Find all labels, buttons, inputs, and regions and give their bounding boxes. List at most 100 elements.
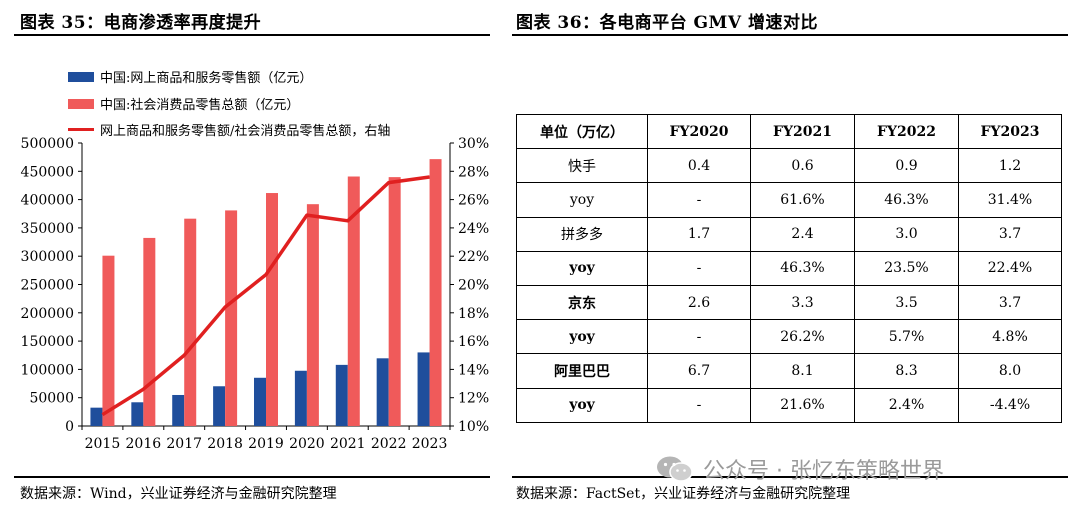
right-axis-tick-label: 30% [458,136,489,152]
left-panel-title: 图表 35：电商渗透率再度提升 [20,13,262,33]
table-cell: 2.4 [750,216,855,252]
bar-online-retail [172,394,185,426]
x-axis-tick-label: 2015 [85,436,121,452]
table-row-label: yoy [516,250,648,286]
right-axis-tick-label: 18% [458,306,489,322]
right-source-rule [512,476,1068,478]
left-axis-tick-label: 100000 [21,362,74,378]
bar-total-retail [143,237,156,426]
table-cell: 26.2% [750,319,855,355]
left-source-rule [14,476,490,478]
wechat-icon [657,456,693,482]
left-axis-tick-label: 200000 [21,306,74,322]
right-axis-tick-label: 28% [458,164,489,180]
table-cell: 0.6 [750,148,855,184]
table-row: yoy -26.2% 5.7% 4.8% [516,319,1062,355]
table-row-label: yoy [516,319,648,355]
table-row-label: yoy [516,182,648,218]
table-row-label: yoy [516,387,648,423]
table-row-label: 京东 [516,284,648,321]
left-axis-tick-label: 350000 [21,221,74,237]
x-axis-tick-label: 2022 [371,436,407,452]
table-cell: 22.4% [958,250,1062,286]
table-cell: 61.6% [750,182,855,218]
table-cell: - [647,387,751,423]
bar-online-retail [335,364,348,426]
left-axis-tick-label: 0 [65,419,74,435]
table-cell: 2.6 [647,284,751,321]
table-cell: 3.5 [854,284,959,321]
bar-total-retail [306,204,319,426]
x-axis-tick-label: 2016 [126,436,162,452]
table-cell: 0.4 [647,148,751,184]
penetration-chart: 0 50000 100000 150000 200000 250000 300000 3500… [21,136,490,452]
table-cell: 8.1 [750,353,855,389]
bar-online-retail [254,377,266,426]
table-cell: 5.7% [854,319,959,355]
table-cell: 6.7 [647,353,751,389]
table-cell: 21.6% [750,387,855,423]
table-cell: 8.3 [854,353,959,389]
right-axis-tick-label: 10% [458,419,489,435]
right-axis-tick-label: 26% [458,193,489,209]
bar-total-retail [266,193,278,426]
table-cell: 3.7 [958,216,1062,252]
table-cell: 3.7 [958,284,1062,321]
left-axis-tick-label: 50000 [29,391,74,407]
table-header-row: 单位（万亿） FY2020 FY2021 FY2022 FY2023 [516,113,1062,150]
bar-total-retail [225,210,238,426]
table-cell: 4.8% [958,319,1062,355]
table-header: FY2021 [750,113,855,150]
bar-online-retail [213,386,226,426]
table-row: 拼多多 1.7 2.4 3.0 3.7 [516,216,1062,252]
legend-swatch-online [68,71,94,82]
legend-swatch-total [68,98,94,109]
bar-total-retail [347,176,360,426]
legend-label-total: 中国:社会消费品零售总额（亿元） [100,98,300,113]
table-row: 快手 0.4 0.6 0.9 1.2 [516,148,1062,184]
left-source: 数据来源：Wind，兴业证券经济与金融研究院整理 [20,486,337,502]
right-axis-tick-label: 14% [458,362,489,378]
bar-online-retail [131,402,144,426]
bar-online-retail [294,370,307,426]
x-axis-tick-label: 2023 [412,436,448,452]
table-row-label: 阿里巴巴 [516,353,648,389]
table-cell: 3.3 [750,284,855,321]
right-axis-tick-label: 24% [458,221,489,237]
right-axis-tick-label: 12% [458,391,489,407]
right-axis-tick-label: 22% [458,249,489,265]
watermark: 公众号 · 张忆东策略世界 [655,453,944,485]
bar-online-retail [376,358,389,426]
gmv-table: 单位（万亿） FY2020 FY2021 FY2022 FY2023 快手 0.4… [516,113,1062,423]
table-row-label: 拼多多 [516,216,648,252]
bar-total-retail [102,255,115,426]
table-row: yoy -46.3% 23.5% 22.4% [516,250,1062,286]
table-header: FY2022 [854,113,959,150]
right-source: 数据来源：FactSet，兴业证券经济与金融研究院整理 [516,486,851,502]
right-panel-title: 图表 36：各电商平台 GMV 增速对比 [516,13,818,33]
table-row: 阿里巴巴 6.7 8.1 8.3 8.0 [516,353,1062,389]
table-header: FY2023 [958,113,1062,150]
bar-total-retail [184,218,197,426]
left-axis-tick-label: 300000 [21,249,74,265]
right-title-rule [512,34,1068,36]
legend-item-total: 中国:社会消费品零售总额（亿元） [68,94,299,113]
table-cell: 1.7 [647,216,751,252]
bar-total-retail [429,159,442,427]
table-body: 快手 0.4 0.6 0.9 1.2 yoy -61.6% 46.3% 31.4% 拼多多 1.7 2… [516,148,1062,423]
table-cell: 0.9 [854,148,959,184]
table-cell: 31.4% [958,182,1062,218]
table-cell: 8.0 [958,353,1062,389]
x-axis-tick-label: 2020 [289,436,325,452]
bar-online-retail [90,407,103,426]
left-axis-tick-label: 250000 [21,278,74,294]
table-row: yoy -21.6% 2.4% -4.4% [516,387,1062,423]
table-row-label: 快手 [516,148,648,184]
bar-total-retail [388,177,401,426]
watermark-text: 公众号 · 张忆东策略世界 [703,459,944,484]
table-cell: -4.4% [958,387,1062,423]
table-cell: 46.3% [854,182,959,218]
legend-label-online: 中国:网上商品和服务零售额（亿元） [100,71,313,86]
x-axis-tick-label: 2019 [248,436,284,452]
table-cell: - [647,182,751,218]
